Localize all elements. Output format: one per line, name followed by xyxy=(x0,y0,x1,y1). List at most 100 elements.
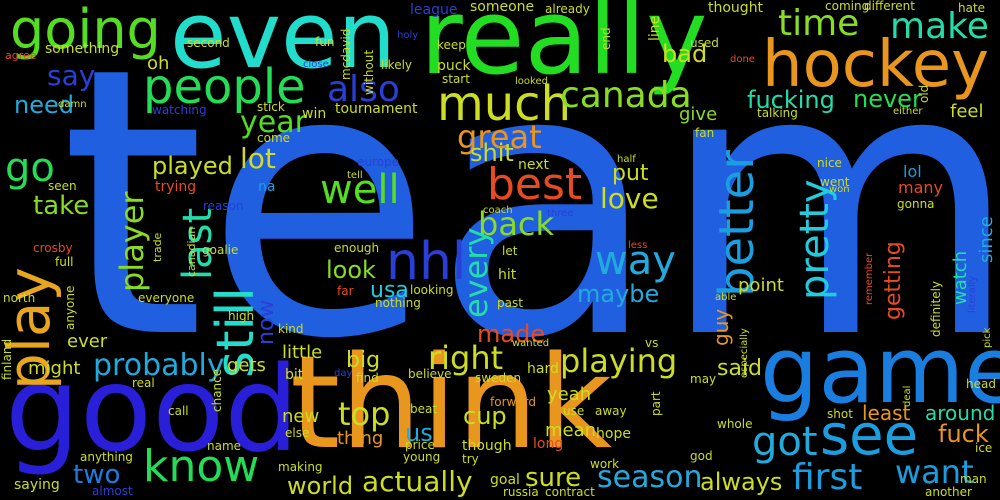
word-hit: hit xyxy=(498,267,517,283)
word-full: full xyxy=(55,255,74,269)
word-said: said xyxy=(717,356,763,381)
word-likely: likely xyxy=(381,58,413,72)
word-bit: bit xyxy=(285,367,304,383)
word-especially: especially xyxy=(739,328,750,378)
word-sweden: sweden xyxy=(475,371,522,385)
word-go: go xyxy=(5,145,55,191)
word-love: love xyxy=(600,182,659,215)
word-far: far xyxy=(337,284,354,298)
word-need: need xyxy=(14,91,74,119)
word-anything: anything xyxy=(80,450,133,464)
word-team: team xyxy=(60,0,1000,420)
word-god: god xyxy=(690,449,713,463)
word-seen: seen xyxy=(48,179,77,193)
word-playing: playing xyxy=(560,342,678,380)
word-usa: usa xyxy=(370,278,409,303)
word-pick: pick xyxy=(982,327,993,348)
word-young: young xyxy=(403,450,441,464)
word-player: player xyxy=(113,191,151,292)
word-gets: gets xyxy=(227,355,266,376)
word-going: going xyxy=(10,0,161,61)
word-great: great xyxy=(457,118,542,156)
word-season: season xyxy=(597,460,703,495)
word-might: might xyxy=(28,358,81,379)
word-tell: tell xyxy=(347,170,363,181)
word-half: half xyxy=(617,154,636,165)
word-next: next xyxy=(518,157,550,173)
word-even: even xyxy=(170,0,396,89)
word-give: give xyxy=(679,104,718,125)
word-gonna: gonna xyxy=(897,197,935,211)
word-trade: trade xyxy=(151,232,164,262)
word-nothing: nothing xyxy=(375,296,421,310)
word-big: big xyxy=(346,348,381,373)
word-cup: cup xyxy=(463,402,507,430)
word-fuck: fuck xyxy=(938,420,989,448)
word-kind: kind xyxy=(278,322,304,336)
word-done: done xyxy=(730,54,755,65)
word-goalie: goalie xyxy=(202,243,239,257)
word-world: world xyxy=(287,472,354,500)
word-now: now xyxy=(254,299,279,345)
word-maybe: maybe xyxy=(577,280,660,308)
word-new: new xyxy=(282,406,320,427)
word-second: second xyxy=(187,36,230,50)
word-look: look xyxy=(326,256,376,284)
word-mean: mean xyxy=(545,420,597,441)
word-want: want xyxy=(895,453,974,491)
word-north: north xyxy=(3,291,36,305)
word-thought: thought xyxy=(708,0,764,16)
word-past: past xyxy=(497,296,523,310)
word-europe: europe xyxy=(357,155,399,169)
word-time: time xyxy=(778,3,860,44)
word-though: though xyxy=(462,438,512,454)
word-able: able xyxy=(715,292,737,303)
word-finland: finland xyxy=(0,338,14,380)
word-high: high xyxy=(228,309,255,323)
word-really: really xyxy=(420,0,708,98)
word-point: point xyxy=(738,275,784,296)
word-fan: fan xyxy=(695,126,715,140)
word-sure: sure xyxy=(525,463,582,493)
word-crosby: crosby xyxy=(33,241,73,255)
word-least: least xyxy=(862,401,911,425)
word-people: people xyxy=(143,59,306,115)
word-remember: remember xyxy=(864,252,875,305)
word-talking: talking xyxy=(757,106,798,120)
word-around: around xyxy=(925,401,996,425)
word-every: every xyxy=(457,227,495,318)
word-almost: almost xyxy=(92,484,133,498)
word-lot: lot xyxy=(240,142,276,175)
word-know: know xyxy=(143,441,260,492)
word-shit: shit xyxy=(470,139,514,167)
word-saying: saying xyxy=(14,477,60,493)
word-pretty: pretty xyxy=(792,179,838,300)
word-hope: hope xyxy=(596,426,631,442)
word-man: man xyxy=(960,472,987,486)
word-head: head xyxy=(966,377,996,391)
word-either: either xyxy=(893,106,923,117)
word-getting: getting xyxy=(881,241,906,320)
word-something: something xyxy=(45,41,120,57)
word-holy: holy xyxy=(397,30,419,41)
word-watching: watching xyxy=(152,103,207,117)
word-oh: oh xyxy=(147,53,170,74)
word-without: without xyxy=(362,49,376,95)
word-looking: looking xyxy=(410,283,454,297)
word-game: game xyxy=(760,317,1000,424)
word-two: two xyxy=(73,460,121,490)
word-line: line xyxy=(647,15,663,41)
word-yeah: yeah xyxy=(547,384,592,405)
word-someone: someone xyxy=(470,0,535,15)
word-use: use xyxy=(563,404,585,418)
word-contract: contract xyxy=(545,485,595,499)
word-start: start xyxy=(442,72,470,86)
word-coming: coming xyxy=(825,0,870,13)
word-another: another xyxy=(925,485,972,499)
word-close: close xyxy=(303,59,329,70)
word-back: back xyxy=(478,205,555,243)
word-see: see xyxy=(820,403,919,468)
word-reason: reason xyxy=(203,199,244,213)
word-actually: actually xyxy=(362,465,473,498)
word-take: take xyxy=(33,191,90,221)
